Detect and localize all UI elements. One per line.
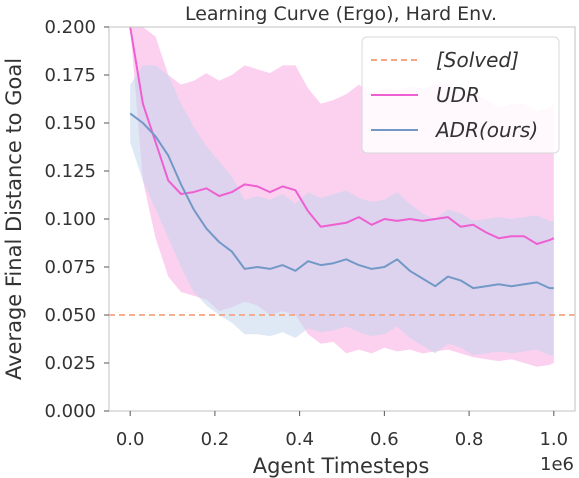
y-tick-label: 0.050 — [44, 305, 96, 326]
band-adr-ours — [130, 65, 554, 356]
x-tick-label: 0.4 — [285, 429, 314, 450]
legend: [Solved] UDR ADR(ours) — [361, 36, 560, 154]
y-tick-label: 0.125 — [44, 161, 96, 182]
y-tick-label: 0.150 — [44, 113, 96, 134]
line-adr-ours — [129, 112, 554, 290]
legend-entry-solved-label: [Solved] — [436, 48, 519, 72]
x-tick-label: 0.0 — [116, 429, 145, 450]
y-tick-label: 0.100 — [44, 209, 96, 230]
y-tick-label: 0.175 — [44, 65, 96, 86]
y-tick-label: 0.000 — [44, 401, 96, 422]
x-tick-label: 0.2 — [201, 429, 230, 450]
x-tick-label: 0.8 — [455, 429, 484, 450]
chart-title: Learning Curve (Ergo), Hard Env. — [185, 3, 497, 25]
y-ticks: 0.000 0.025 0.050 0.075 0.100 0.125 0.150 0.175… — [44, 17, 109, 422]
x-tick-label: 0.6 — [370, 429, 399, 450]
y-axis-label: Average Final Distance to Goal — [2, 58, 26, 380]
y-tick-label: 0.200 — [44, 17, 96, 38]
x-axis-scale-label: 1e6 — [540, 454, 574, 475]
y-tick-label: 0.075 — [44, 257, 96, 278]
x-ticks: 0.0 0.2 0.4 0.6 0.8 1.0 — [116, 411, 568, 450]
x-axis-label: Agent Timesteps — [253, 454, 430, 478]
x-tick-label: 1.0 — [539, 429, 568, 450]
legend-entry-adr-label: ADR(ours) — [434, 118, 538, 142]
legend-entry-udr-label: UDR — [436, 83, 480, 107]
line-udr — [129, 26, 555, 245]
y-tick-label: 0.025 — [44, 353, 96, 374]
series-lines — [129, 26, 555, 290]
legend-box — [361, 36, 560, 154]
